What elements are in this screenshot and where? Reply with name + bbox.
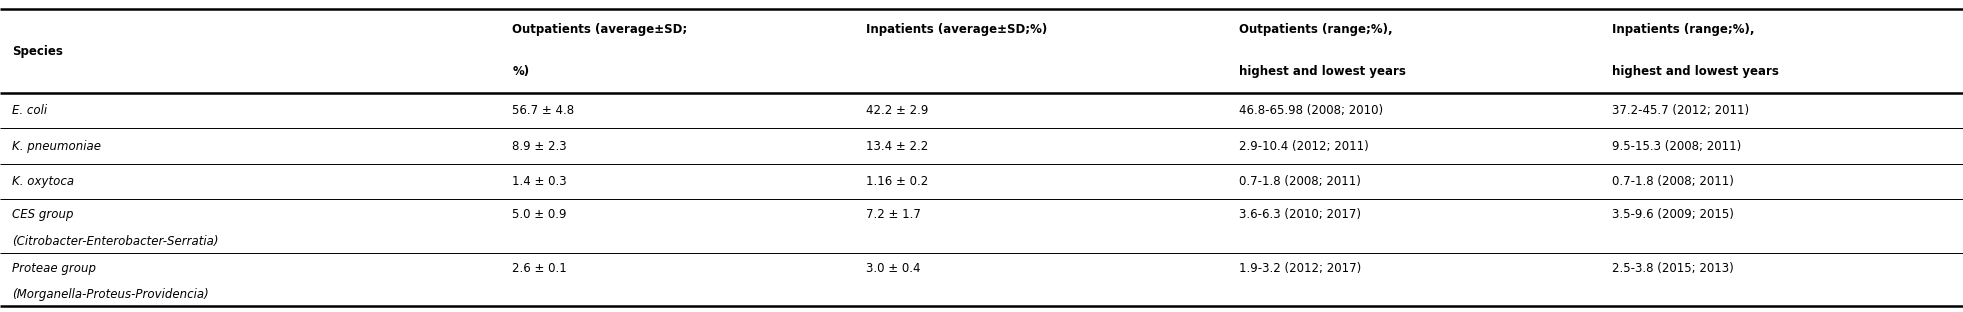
Text: 3.0 ± 0.4: 3.0 ± 0.4 bbox=[866, 262, 921, 275]
Text: 0.7-1.8 (2008; 2011): 0.7-1.8 (2008; 2011) bbox=[1612, 175, 1733, 188]
Text: 2.6 ± 0.1: 2.6 ± 0.1 bbox=[512, 262, 567, 275]
Text: 0.7-1.8 (2008; 2011): 0.7-1.8 (2008; 2011) bbox=[1239, 175, 1360, 188]
Text: 37.2-45.7 (2012; 2011): 37.2-45.7 (2012; 2011) bbox=[1612, 104, 1749, 117]
Text: 7.2 ± 1.7: 7.2 ± 1.7 bbox=[866, 208, 921, 221]
Text: Outpatients (average±SD;: Outpatients (average±SD; bbox=[512, 23, 687, 36]
Text: 2.9-10.4 (2012; 2011): 2.9-10.4 (2012; 2011) bbox=[1239, 140, 1368, 153]
Text: 2.5-3.8 (2015; 2013): 2.5-3.8 (2015; 2013) bbox=[1612, 262, 1733, 275]
Text: Inpatients (average±SD;%): Inpatients (average±SD;%) bbox=[866, 23, 1046, 36]
Text: 3.6-6.3 (2010; 2017): 3.6-6.3 (2010; 2017) bbox=[1239, 208, 1360, 221]
Text: (Citrobacter-Enterobacter-Serratia): (Citrobacter-Enterobacter-Serratia) bbox=[12, 235, 218, 248]
Text: 1.9-3.2 (2012; 2017): 1.9-3.2 (2012; 2017) bbox=[1239, 262, 1360, 275]
Text: highest and lowest years: highest and lowest years bbox=[1612, 65, 1778, 78]
Text: 8.9 ± 2.3: 8.9 ± 2.3 bbox=[512, 140, 567, 153]
Text: (Morganella-Proteus-Providencia): (Morganella-Proteus-Providencia) bbox=[12, 289, 208, 301]
Text: 42.2 ± 2.9: 42.2 ± 2.9 bbox=[866, 104, 928, 117]
Text: 1.16 ± 0.2: 1.16 ± 0.2 bbox=[866, 175, 928, 188]
Text: CES group: CES group bbox=[12, 208, 73, 221]
Text: 5.0 ± 0.9: 5.0 ± 0.9 bbox=[512, 208, 567, 221]
Text: Proteae group: Proteae group bbox=[12, 262, 96, 275]
Text: 3.5-9.6 (2009; 2015): 3.5-9.6 (2009; 2015) bbox=[1612, 208, 1733, 221]
Text: 9.5-15.3 (2008; 2011): 9.5-15.3 (2008; 2011) bbox=[1612, 140, 1741, 153]
Text: highest and lowest years: highest and lowest years bbox=[1239, 65, 1406, 78]
Text: 56.7 ± 4.8: 56.7 ± 4.8 bbox=[512, 104, 575, 117]
Text: Species: Species bbox=[12, 45, 63, 58]
Text: 46.8-65.98 (2008; 2010): 46.8-65.98 (2008; 2010) bbox=[1239, 104, 1382, 117]
Text: K. pneumoniae: K. pneumoniae bbox=[12, 140, 100, 153]
Text: Inpatients (range;%),: Inpatients (range;%), bbox=[1612, 23, 1755, 36]
Text: K. oxytoca: K. oxytoca bbox=[12, 175, 75, 188]
Text: E. coli: E. coli bbox=[12, 104, 47, 117]
Text: %): %) bbox=[512, 65, 530, 78]
Text: 13.4 ± 2.2: 13.4 ± 2.2 bbox=[866, 140, 928, 153]
Text: Outpatients (range;%),: Outpatients (range;%), bbox=[1239, 23, 1392, 36]
Text: 1.4 ± 0.3: 1.4 ± 0.3 bbox=[512, 175, 567, 188]
